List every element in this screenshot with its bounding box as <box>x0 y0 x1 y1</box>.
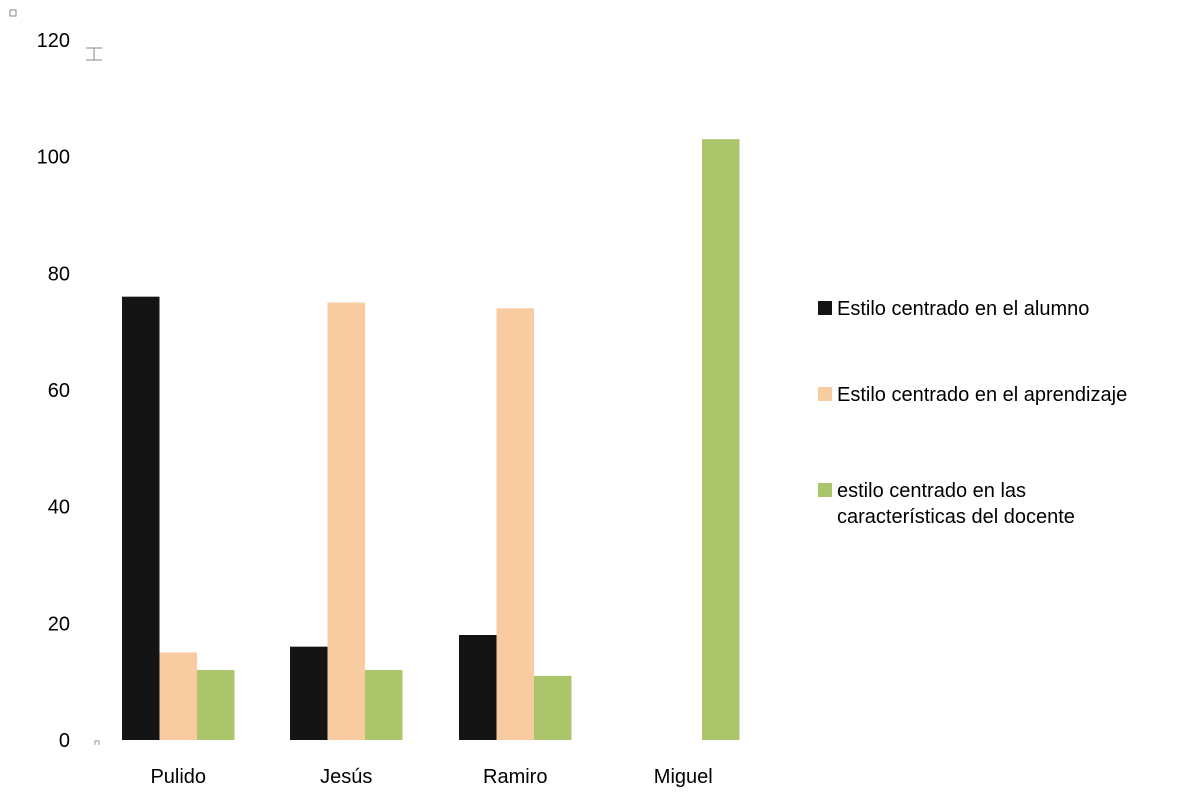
bar <box>159 652 197 740</box>
x-tick-label: Ramiro <box>483 766 547 788</box>
legend-swatch <box>818 387 832 401</box>
bar <box>365 670 403 740</box>
bar <box>122 296 160 740</box>
y-tick-label: 120 <box>37 30 70 52</box>
bar <box>534 675 572 740</box>
legend-label: estilo centrado en las <box>837 480 1026 502</box>
x-tick-label: Jesús <box>320 766 372 788</box>
bar <box>459 635 497 740</box>
legend-label: características del docente <box>837 506 1075 528</box>
legend-label: Estilo centrado en el alumno <box>837 298 1089 320</box>
legend-swatch <box>818 483 832 497</box>
bar <box>290 646 328 740</box>
legend-swatch <box>818 301 832 315</box>
y-tick-label: 20 <box>48 613 70 635</box>
bar <box>496 308 534 740</box>
bar <box>197 670 235 740</box>
plot-area <box>122 139 740 740</box>
y-tick-label: 40 <box>48 497 70 519</box>
legend-label: Estilo centrado en el aprendizaje <box>837 384 1127 406</box>
y-axis: 0 20 40 60 80 100 120 <box>37 30 70 752</box>
corner-handle-icon <box>9 9 17 17</box>
x-tick-label: Pulido <box>150 766 206 788</box>
x-tick-label: Miguel <box>654 766 713 788</box>
axis-marker-icon <box>94 740 100 745</box>
bar <box>327 302 365 740</box>
y-tick-label: 60 <box>48 380 70 402</box>
cursor-icon <box>86 47 102 61</box>
legend: Estilo centrado en el alumno Estilo centr… <box>818 298 1127 528</box>
y-tick-label: 0 <box>59 730 70 752</box>
bar <box>702 139 740 740</box>
x-axis: Pulido Jesús Ramiro Miguel <box>150 766 712 788</box>
y-tick-label: 80 <box>48 263 70 285</box>
y-tick-label: 100 <box>37 147 70 169</box>
